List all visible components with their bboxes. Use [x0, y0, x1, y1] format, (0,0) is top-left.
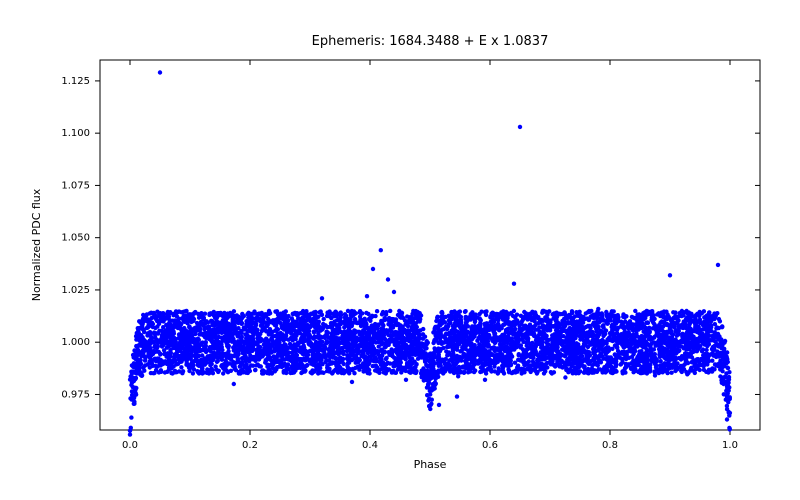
svg-text:0.2: 0.2: [242, 440, 258, 451]
svg-text:0.8: 0.8: [602, 440, 618, 451]
svg-text:0.0: 0.0: [122, 440, 138, 451]
svg-text:0.975: 0.975: [61, 389, 90, 400]
svg-text:1.125: 1.125: [61, 76, 90, 87]
svg-text:0.6: 0.6: [482, 440, 498, 451]
chart-title: Ephemeris: 1684.3488 + E x 1.0837: [312, 34, 549, 49]
x-axis-label: Phase: [414, 458, 447, 471]
lightcurve-chart: Ephemeris: 1684.3488 + E x 1.0837 0.0 0.2…: [0, 0, 800, 500]
svg-text:0.4: 0.4: [362, 440, 378, 451]
y-axis-label: Normalized PDC flux: [30, 188, 43, 301]
svg-text:1.050: 1.050: [61, 233, 90, 244]
svg-text:1.0: 1.0: [722, 440, 738, 451]
svg-text:1.000: 1.000: [61, 337, 90, 348]
svg-text:1.100: 1.100: [61, 128, 90, 139]
chart-background: [0, 0, 800, 500]
svg-text:1.025: 1.025: [61, 285, 90, 296]
svg-text:1.075: 1.075: [61, 180, 90, 191]
